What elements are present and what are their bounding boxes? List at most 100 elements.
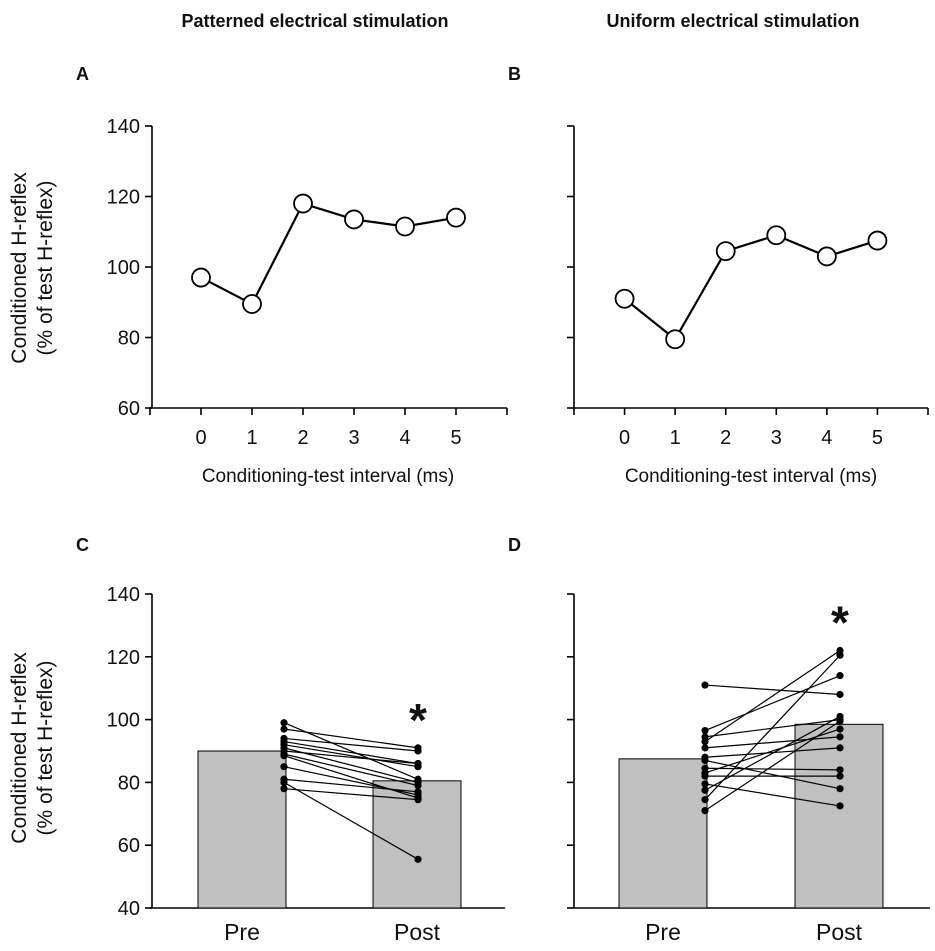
panel-b-xtick-label: 3 <box>771 427 782 449</box>
panel-d: D Pre Post * <box>508 535 930 945</box>
panel-a-xtick-label: 1 <box>246 427 257 449</box>
panel-d-subject-line <box>704 654 841 801</box>
panel-d-bar-pre <box>618 758 708 909</box>
panel-c-ytick-label: 80 <box>118 772 140 794</box>
panel-c-subject-post-dot <box>414 788 422 796</box>
panel-a-ytick-label: 80 <box>118 328 140 350</box>
panel-d-subject-pre-dot <box>701 681 709 689</box>
panel-c-subject-line <box>283 755 419 799</box>
panel-c-bar-pre <box>197 750 287 909</box>
panel-b-xtick-label: 1 <box>670 427 681 449</box>
panel-b-xtick-label: 5 <box>872 427 883 449</box>
panel-d-subject-pre-dot <box>701 807 709 815</box>
panel-a-xtick-label: 0 <box>195 427 206 449</box>
panel-d-subject-pre-dot <box>701 726 709 735</box>
panel-c-ylabel-line1: Conditioned H-reflex <box>8 652 31 844</box>
panel-a-xtick-label: 2 <box>297 427 308 449</box>
panel-d-subject-pre-dot <box>701 756 709 765</box>
panel-d-subject-post-dot <box>836 733 844 741</box>
panel-b-data-point <box>665 329 686 350</box>
panel-a-data-point <box>293 193 313 214</box>
panel-d-letter: D <box>508 535 521 555</box>
panel-d-subject-post-dot <box>836 725 844 733</box>
panel-d-subject-pre-dot <box>701 796 709 804</box>
panel-c-subject-post-dot <box>414 796 422 804</box>
panel-a-xtick-label: 4 <box>399 427 410 449</box>
panel-d-subject-post-dot <box>836 651 844 659</box>
panel-a-data-point <box>446 207 466 228</box>
panel-d-subject-pre-dot <box>701 786 709 794</box>
panel-c: C 40 60 80 100 120 140 Pre Post * <box>76 535 505 945</box>
panel-b-xtick-label: 0 <box>619 427 630 449</box>
panel-b-data-point <box>816 246 837 267</box>
panel-c-subject-pre-dot <box>280 725 288 733</box>
panel-a-data-point <box>395 216 415 237</box>
panel-d-subject-line <box>704 720 841 812</box>
panel-c-ytick-label: 140 <box>107 584 140 606</box>
panel-d-subject-line <box>704 736 841 749</box>
panel-c-subject-line <box>283 728 419 749</box>
panel-c-subject-pre-dot <box>280 778 288 787</box>
panel-d-subject-post-dot <box>836 772 844 780</box>
panel-a-xlabel: Conditioning-test interval (ms) <box>202 466 454 487</box>
panel-c-letter: C <box>76 535 89 555</box>
panel-c-significance-star: * <box>409 694 427 746</box>
panel-d-subject-line <box>704 783 841 807</box>
panel-d-significance-star: * <box>831 597 849 649</box>
panel-c-ytick-label: 60 <box>118 835 140 857</box>
panel-d-subject-post-dot <box>836 717 844 725</box>
panel-d-subject-line <box>704 650 841 743</box>
panel-b-data-point <box>766 225 787 246</box>
panel-a-ytick-label: 60 <box>118 398 140 420</box>
panel-a-ytick-label: 100 <box>107 257 140 279</box>
panel-d-subject-pre-dot <box>701 737 709 746</box>
panel-c-subject-line <box>283 781 419 860</box>
panel-b-data-point <box>614 288 635 309</box>
panel-c-category-label: Pre <box>224 919 260 945</box>
panel-a-data-point <box>344 209 364 230</box>
panel-c-subject-line <box>283 788 419 801</box>
panel-a-ylabel-line1: Conditioned H-reflex <box>8 172 31 364</box>
panel-d-subject-post-dot <box>836 690 844 699</box>
panel-c-ylabel-line2: (% of test H-reflex) <box>34 660 57 835</box>
panel-c-subject-post-dot <box>414 747 422 755</box>
panel-b-data-point <box>867 230 888 251</box>
panel-a-xtick-label: 5 <box>450 427 461 449</box>
panel-c-subject-pre-dot <box>280 752 288 760</box>
panel-c-subject-line <box>283 737 419 752</box>
panel-c-ytick-label: 120 <box>107 647 140 669</box>
panel-d-subject-pre-dot <box>701 772 709 780</box>
panel-c-subject-post-dot <box>414 759 422 768</box>
panel-a-data-point <box>191 267 211 288</box>
panel-b-data-point <box>715 241 736 262</box>
panel-b-series-line <box>623 234 878 341</box>
panel-d-category-label: Pre <box>645 919 681 945</box>
panel-d-bar-post <box>794 723 884 909</box>
panel-b-xtick-label: 4 <box>821 427 832 449</box>
panel-d-subject-post-dot <box>836 785 844 793</box>
panel-b-xlabel: Conditioning-test interval (ms) <box>625 466 877 487</box>
left-column-title: Patterned electrical stimulation <box>181 11 448 31</box>
panel-a-ytick-label: 120 <box>107 187 140 209</box>
panel-d-subject-post-dot <box>836 744 844 752</box>
panel-d-subject-line <box>704 747 841 758</box>
panel-d-subject-line <box>704 684 841 696</box>
panel-b-letter: B <box>508 64 521 84</box>
panel-a-series-line <box>200 202 457 306</box>
panel-d-subject-line <box>704 675 841 732</box>
panel-a-data-point <box>242 294 262 314</box>
panel-b: B 0 1 2 3 4 5 Conditioning-test interval (ms) <box>508 64 929 487</box>
right-column-title: Uniform electrical stimulation <box>606 11 859 31</box>
panel-c-subject-line <box>283 778 419 793</box>
panel-d-subject-post-dot <box>836 766 844 774</box>
panel-d-subject-line <box>704 715 841 791</box>
panel-c-subject-pre-dot <box>280 719 288 727</box>
panel-a-letter: A <box>76 64 89 84</box>
panel-a-ylabel-line2: (% of test H-reflex) <box>34 180 57 355</box>
panel-c-ytick-label: 40 <box>118 898 140 920</box>
panel-c-subject-line <box>283 740 419 765</box>
panel-c-subject-pre-dot <box>280 785 288 793</box>
panel-c-subject-post-dot <box>414 781 422 790</box>
panel-a: A 60 80 100 120 140 0 1 2 3 4 5 Conditioning-test in… <box>76 64 508 487</box>
